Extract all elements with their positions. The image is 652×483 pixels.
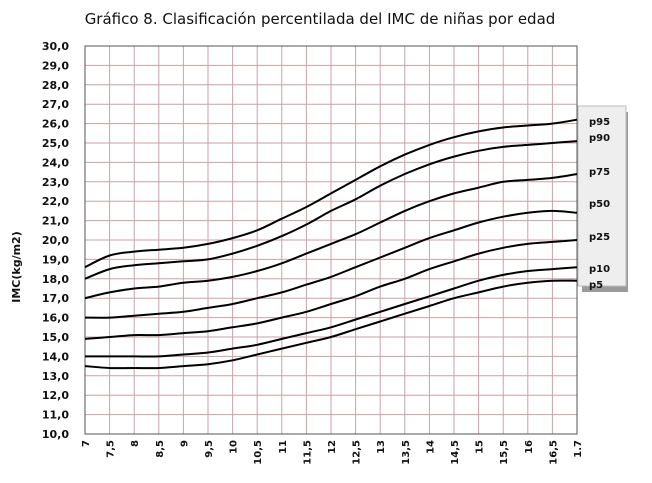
series-line-p75 bbox=[84, 173, 578, 300]
y-tick-label: 30,0 bbox=[42, 40, 69, 53]
legend: p95 p90 p75 p50 p25 p10 p5 bbox=[577, 105, 628, 292]
y-tick-label: 14,0 bbox=[42, 350, 69, 363]
y-tick-label: 20,0 bbox=[42, 234, 69, 247]
y-tick-label: 21,0 bbox=[42, 215, 69, 228]
y-tick-label: 25,0 bbox=[42, 137, 69, 150]
y-tick-label: 10,0 bbox=[42, 428, 69, 441]
x-tick-label: 10,5 bbox=[253, 440, 264, 465]
legend-label-p5: p5 bbox=[589, 280, 603, 291]
legend-label-p50: p50 bbox=[589, 199, 610, 210]
series-line-p25 bbox=[84, 239, 578, 340]
x-tick-label: 1.7 bbox=[573, 440, 584, 458]
y-tick-label: 29,0 bbox=[42, 59, 69, 72]
x-tick-label: 14,5 bbox=[450, 440, 461, 465]
series-lines bbox=[84, 118, 578, 370]
chart-title: Gráfico 8. Clasificación percentilada de… bbox=[85, 10, 556, 28]
x-tick-label: 9,5 bbox=[204, 440, 215, 458]
x-axis-ticks: 7 7,5 8 8,5 9 9,5 10 10,5 11 11,5 12 12,5 13 13,5 14 14… bbox=[81, 440, 584, 465]
y-tick-label: 12,0 bbox=[42, 389, 69, 402]
y-tick-label: 28,0 bbox=[42, 79, 69, 92]
x-tick-label: 13 bbox=[376, 440, 387, 454]
legend-label-p95: p95 bbox=[589, 117, 610, 128]
x-tick-label: 16,5 bbox=[548, 440, 559, 465]
grid bbox=[84, 45, 578, 435]
x-tick-label: 14 bbox=[425, 440, 436, 454]
x-tick-label: 12,5 bbox=[352, 440, 363, 465]
legend-label-p25: p25 bbox=[589, 232, 610, 243]
y-tick-label: 19,0 bbox=[42, 253, 69, 266]
y-tick-label: 24,0 bbox=[42, 156, 69, 169]
series-line-p90 bbox=[84, 140, 578, 280]
y-tick-label: 11,0 bbox=[42, 409, 69, 422]
x-tick-label: 10 bbox=[229, 440, 240, 454]
x-tick-label: 15,5 bbox=[499, 440, 510, 465]
y-tick-label: 17,0 bbox=[42, 292, 69, 305]
legend-label-p75: p75 bbox=[589, 167, 610, 178]
legend-label-p90: p90 bbox=[589, 133, 610, 144]
legend-label-p10: p10 bbox=[589, 264, 610, 275]
x-tick-label: 8,5 bbox=[155, 440, 166, 458]
y-tick-label: 27,0 bbox=[42, 98, 69, 111]
x-tick-label: 11 bbox=[278, 440, 289, 454]
x-tick-label: 13,5 bbox=[401, 440, 412, 465]
series-line-p5 bbox=[84, 279, 578, 370]
y-tick-label: 22,0 bbox=[42, 195, 69, 208]
x-tick-label: 8 bbox=[130, 440, 141, 447]
y-tick-label: 16,0 bbox=[42, 312, 69, 325]
x-tick-label: 7 bbox=[81, 440, 92, 447]
legend-box bbox=[577, 105, 627, 287]
y-tick-label: 13,0 bbox=[42, 370, 69, 383]
x-tick-label: 7,5 bbox=[106, 440, 117, 458]
y-tick-label: 26,0 bbox=[42, 118, 69, 131]
x-tick-label: 9 bbox=[179, 440, 190, 447]
x-tick-label: 12 bbox=[327, 440, 338, 454]
series-line-p50 bbox=[84, 209, 578, 319]
y-tick-label: 23,0 bbox=[42, 176, 69, 189]
x-tick-label: 16 bbox=[524, 440, 535, 454]
series-line-p10 bbox=[85, 266, 578, 358]
y-axis-ticks: 10,0 11,0 12,0 13,0 14,0 15,0 16,0 17,0 18,0 19,0… bbox=[42, 40, 69, 441]
x-tick-label: 15 bbox=[475, 440, 486, 454]
y-tick-label: 15,0 bbox=[42, 331, 69, 344]
series-line-p95 bbox=[84, 118, 578, 269]
x-tick-label: 11,5 bbox=[302, 440, 313, 465]
y-tick-label: 18,0 bbox=[42, 273, 69, 286]
y-axis-label: IMC(kg/m2) bbox=[10, 231, 23, 303]
